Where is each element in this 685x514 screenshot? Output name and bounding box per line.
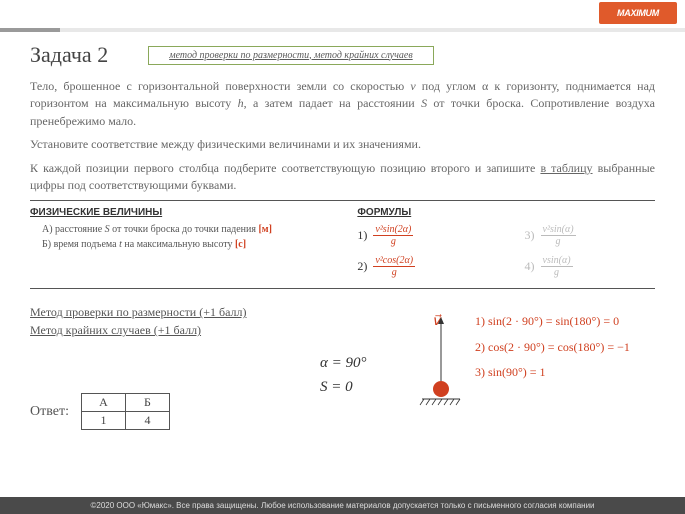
col-head-phys: ФИЗИЧЕСКИЕ ВЕЛИЧИНЫ xyxy=(30,207,357,218)
problem-text-3: К каждой позиции первого столбца подбери… xyxy=(30,160,655,195)
col-head-form: ФОРМУЛЫ xyxy=(357,207,655,218)
header-rule xyxy=(0,28,685,32)
divider xyxy=(30,200,655,201)
logo: MAXIMUM xyxy=(599,2,677,24)
problem-text-2: Установите соответствие между физическим… xyxy=(30,136,655,153)
formulas-grid: 1) v²sin(2α)g 3) v²sin(α)g 2) v²cos(2α)g… xyxy=(357,224,655,278)
answer-table: АБ 14 xyxy=(81,393,170,430)
result-2: 2) cos(2 · 90°) = cos(180°) = −1 xyxy=(475,335,630,360)
logo-text: MAXIMUM xyxy=(617,8,659,18)
divider-2 xyxy=(30,288,655,289)
phys-item-a: А) расстояние S от точки броска до точки… xyxy=(42,224,357,235)
formula-3: 3) v²sin(α)g xyxy=(525,224,655,247)
columns: ФИЗИЧЕСКИЕ ВЕЛИЧИНЫ А) расстояние S от т… xyxy=(30,205,655,284)
formula-2: 2) v²cos(2α)g xyxy=(357,255,494,278)
formula-4: 4) vsin(α)g xyxy=(525,255,655,278)
header-bar: MAXIMUM xyxy=(0,0,685,28)
results-list: 1) sin(2 · 90°) = sin(180°) = 0 2) cos(2… xyxy=(475,309,630,385)
alpha-values: α = 90° S = 0 xyxy=(320,351,367,399)
phys-item-b: Б) время подъема t на максимальную высот… xyxy=(42,239,357,250)
method-header: метод проверки по размерности, метод кра… xyxy=(148,46,433,65)
formula-1: 1) v²sin(2α)g xyxy=(357,224,494,247)
problem-text-1: Тело, брошенное с горизонтальной поверхн… xyxy=(30,78,655,130)
answer-label: Ответ: xyxy=(30,404,69,420)
result-1: 1) sin(2 · 90°) = sin(180°) = 0 xyxy=(475,309,630,334)
problem-title: Задача 2 xyxy=(30,42,108,68)
footer: ©2020 ООО «Юмакс». Все права защищены. Л… xyxy=(0,497,685,514)
result-3: 3) sin(90°) = 1 xyxy=(475,360,630,385)
pendulum-diagram: v⃗ xyxy=(416,313,466,413)
